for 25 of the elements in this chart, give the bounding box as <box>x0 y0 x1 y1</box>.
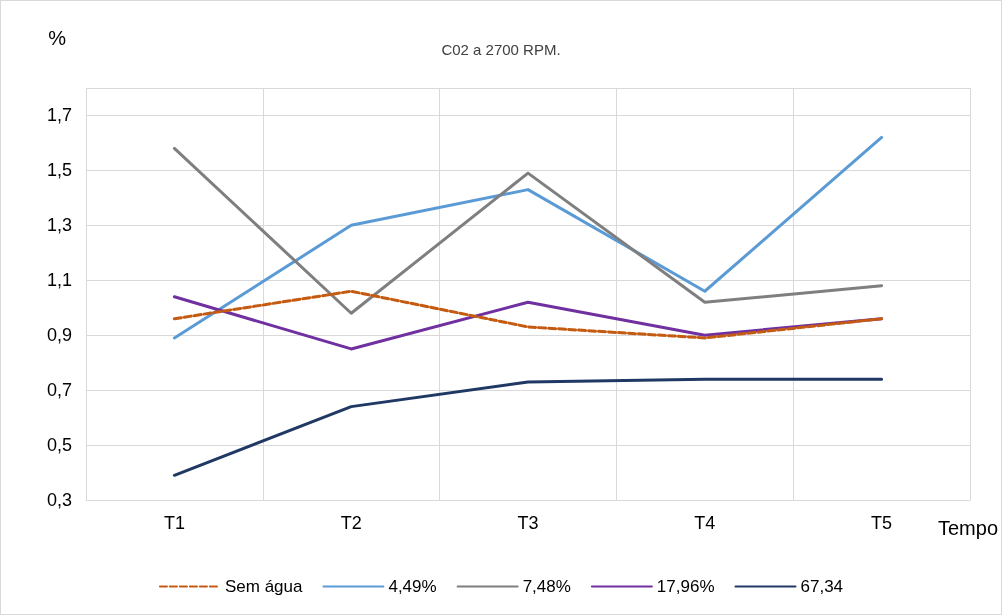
x-tick-label: T2 <box>340 513 362 533</box>
y-tick-label: 1,1 <box>46 270 72 291</box>
y-tick-label: 0,9 <box>46 325 72 346</box>
y-tick-label: 1,5 <box>46 160 72 181</box>
legend-label: 67,34 <box>800 577 844 596</box>
chart-title: C02 a 2700 RPM. <box>441 41 561 58</box>
line-series <box>172 377 884 477</box>
legend-label: 7,48% <box>522 577 571 596</box>
y-tick-label: 0,7 <box>46 380 72 401</box>
line-series <box>172 146 884 315</box>
legend-label: 17,96% <box>656 577 715 596</box>
x-tick-label: T1 <box>163 513 185 533</box>
legend-label: 4,49% <box>388 577 437 596</box>
x-axis-title: Tempo <box>937 517 998 539</box>
legend-label: Sem água <box>224 577 303 596</box>
x-tick-label: T3 <box>517 513 539 533</box>
y-tick-label: 1,7 <box>46 105 72 126</box>
y-tick-label: 0,5 <box>46 435 72 456</box>
x-tick-label: T4 <box>694 513 716 533</box>
line-series <box>172 135 884 340</box>
y-tick-label: 0,3 <box>46 490 72 510</box>
x-tick-label: T5 <box>871 513 893 533</box>
y-tick-label: 1,3 <box>46 215 72 236</box>
y-axis-title: % <box>48 27 67 49</box>
line-series <box>172 289 884 340</box>
